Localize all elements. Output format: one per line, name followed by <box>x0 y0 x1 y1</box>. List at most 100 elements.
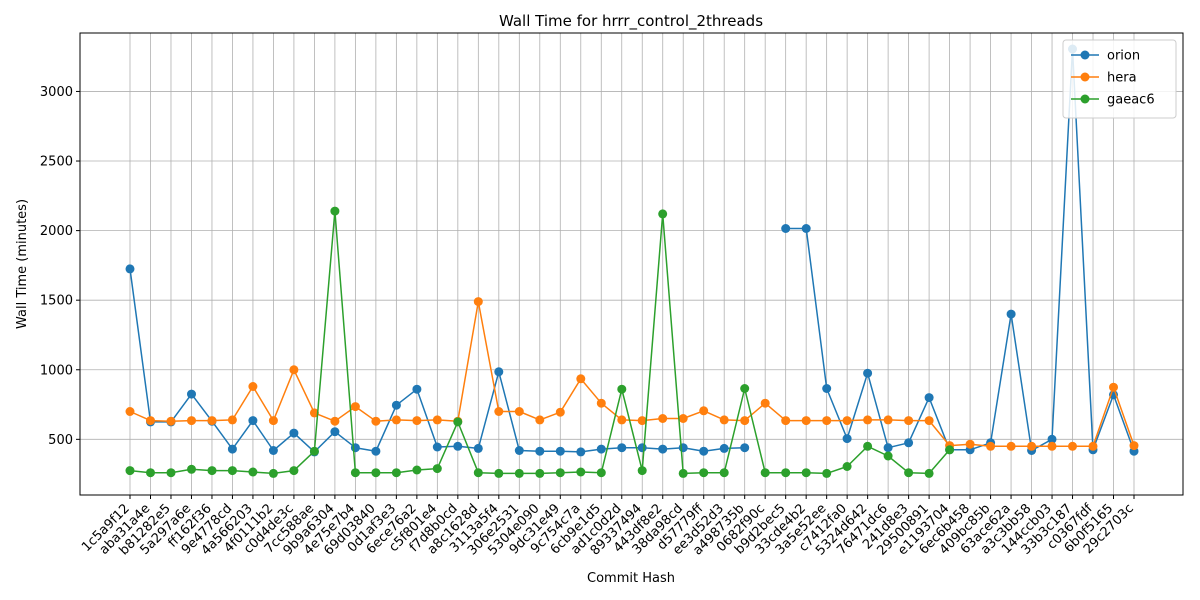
data-point-orion <box>350 443 360 453</box>
data-point-orion <box>678 443 688 453</box>
y-tick-label: 500 <box>48 433 73 448</box>
data-point-gaeac6 <box>432 464 442 474</box>
data-point-orion <box>125 264 135 274</box>
data-point-orion <box>555 446 565 456</box>
data-point-gaeac6 <box>125 466 135 476</box>
chart-title: Wall Time for hrrr_control_2threads <box>499 12 763 31</box>
y-axis-ticks: 500 1000 1500 2000 2500 3000 <box>40 85 80 448</box>
data-point-hera <box>535 415 545 425</box>
data-point-hera <box>801 416 811 426</box>
data-point-hera <box>268 416 278 426</box>
data-point-gaeac6 <box>658 209 668 219</box>
data-point-hera <box>760 398 770 408</box>
data-point-gaeac6 <box>371 468 381 478</box>
legend-label-gaeac6: gaeac6 <box>1107 93 1155 108</box>
data-point-gaeac6 <box>227 466 237 476</box>
plot-frame <box>79 32 1184 496</box>
data-point-orion <box>473 443 483 453</box>
data-point-gaeac6 <box>309 446 319 456</box>
data-point-hera <box>678 414 688 423</box>
data-point-gaeac6 <box>289 466 299 476</box>
data-point-gaeac6 <box>883 451 893 461</box>
data-point-hera <box>473 297 483 307</box>
data-point-gaeac6 <box>842 462 852 471</box>
data-point-orion <box>494 367 504 377</box>
data-point-gaeac6 <box>924 468 934 478</box>
data-point-hera <box>576 374 586 384</box>
data-point-hera <box>617 415 627 425</box>
data-point-orion <box>289 428 299 438</box>
data-point-orion <box>412 384 422 394</box>
data-point-orion <box>699 446 709 456</box>
data-point-hera <box>1068 441 1077 451</box>
data-point-orion <box>842 434 852 444</box>
data-point-orion <box>904 438 914 448</box>
data-point-hera <box>555 407 565 417</box>
data-point-gaeac6 <box>494 468 504 478</box>
legend-label-orion: orion <box>1107 49 1140 64</box>
data-point-orion <box>371 446 381 456</box>
data-point-gaeac6 <box>863 441 873 451</box>
data-point-hera <box>1109 382 1118 392</box>
data-point-hera <box>719 415 729 425</box>
data-point-gaeac6 <box>453 417 463 427</box>
data-point-hera <box>494 407 504 416</box>
data-point-orion <box>740 443 750 453</box>
data-point-orion <box>637 443 647 453</box>
data-point-hera <box>330 416 340 426</box>
y-tick-label: 1500 <box>40 294 73 309</box>
data-point-orion <box>719 443 729 453</box>
data-point-gaeac6 <box>350 468 360 478</box>
data-point-hera <box>207 416 217 426</box>
data-point-gaeac6 <box>166 468 176 478</box>
data-point-orion <box>658 444 668 454</box>
data-point-hera <box>514 407 524 416</box>
y-tick-label: 2500 <box>40 155 73 170</box>
data-point-orion <box>576 447 586 457</box>
data-point-gaeac6 <box>678 468 688 478</box>
y-axis-label: Wall Time (minutes) <box>15 199 30 329</box>
data-point-hera <box>781 416 791 426</box>
data-point-gaeac6 <box>781 468 791 478</box>
data-point-hera <box>1027 441 1037 451</box>
legend-label-hera: hera <box>1107 71 1137 86</box>
data-point-hera <box>658 414 668 423</box>
data-point-hera <box>924 416 934 426</box>
data-point-orion <box>227 444 237 454</box>
data-point-orion <box>801 224 811 233</box>
data-point-gaeac6 <box>268 468 278 478</box>
data-point-gaeac6 <box>248 467 258 477</box>
data-point-gaeac6 <box>904 468 914 478</box>
data-point-hera <box>637 416 647 426</box>
data-point-hera <box>904 416 914 426</box>
data-point-gaeac6 <box>945 445 955 455</box>
data-point-gaeac6 <box>412 465 422 475</box>
data-point-gaeac6 <box>535 468 545 478</box>
data-point-hera <box>883 415 893 425</box>
legend-swatch-marker <box>1080 94 1090 104</box>
data-point-orion <box>330 427 340 437</box>
data-point-gaeac6 <box>719 468 729 478</box>
data-point-gaeac6 <box>391 468 401 478</box>
data-point-orion <box>781 224 791 233</box>
y-tick-label: 2000 <box>40 224 73 239</box>
data-point-hera <box>822 416 832 426</box>
data-point-hera <box>1129 441 1139 451</box>
data-point-hera <box>248 382 258 391</box>
data-point-hera <box>1047 441 1057 451</box>
data-point-hera <box>391 415 401 425</box>
legend: orion hera gaeac6 <box>1062 39 1177 119</box>
data-point-hera <box>699 406 709 416</box>
data-point-hera <box>146 416 155 426</box>
data-point-orion <box>883 443 893 453</box>
x-axis-ticks: 1c5a9f12aba31a4eb81282e55a297a6eff162f36… <box>79 495 1137 559</box>
data-point-hera <box>350 402 360 412</box>
data-point-hera <box>289 365 299 375</box>
data-point-gaeac6 <box>637 466 647 476</box>
data-point-hera <box>863 415 873 425</box>
data-point-orion <box>187 389 196 399</box>
data-point-orion <box>924 393 934 403</box>
data-point-gaeac6 <box>617 384 627 394</box>
data-point-orion <box>248 416 258 426</box>
